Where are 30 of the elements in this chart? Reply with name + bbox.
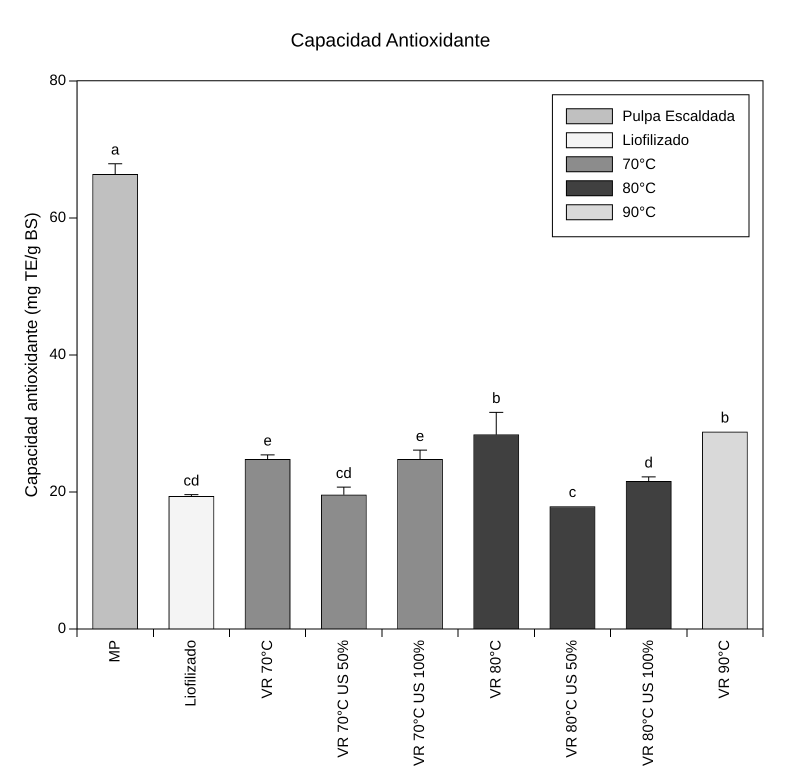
data-label: e — [263, 432, 272, 450]
data-label: cd — [336, 464, 352, 482]
legend-label: 70°C — [622, 156, 656, 173]
x-tick-label: Liofilizado — [182, 640, 200, 707]
data-label: a — [111, 141, 120, 158]
x-tick-label: VR 90°C — [716, 640, 734, 698]
x-tick-label: VR 80°C — [487, 640, 504, 698]
data-label: e — [416, 428, 424, 445]
chart-title: Capacidad Antioxidante — [290, 30, 490, 52]
x-tick-label: VR 70°C — [258, 640, 276, 698]
x-tick-label: VR 70°C US 50% — [334, 640, 352, 758]
legend-label: Liofilizado — [622, 132, 690, 149]
legend-label: 90°C — [622, 204, 656, 221]
legend-label: 80°C — [622, 180, 656, 197]
y-tick-label: 0 — [58, 620, 66, 638]
y-tick-label: 20 — [49, 483, 66, 500]
y-tick-label: 40 — [49, 346, 66, 364]
legend-label: Pulpa Escaldada — [622, 108, 736, 125]
x-tick-label: VR 80°C US 50% — [564, 640, 581, 758]
data-label: d — [644, 454, 653, 472]
y-axis-title: Capacidad antioxidante (mg TE/g BS) — [22, 212, 41, 498]
y-tick-label: 60 — [49, 208, 66, 226]
y-tick-label: 80 — [49, 72, 66, 89]
data-label: b — [492, 390, 500, 408]
data-label: cd — [183, 472, 200, 490]
x-tick-label: VR 70°C US 100% — [411, 640, 428, 766]
data-label: b — [720, 409, 730, 426]
x-tick-label: VR 80°C US 100% — [640, 640, 657, 766]
x-tick-label: MP — [106, 640, 124, 662]
data-label: c — [568, 484, 577, 501]
